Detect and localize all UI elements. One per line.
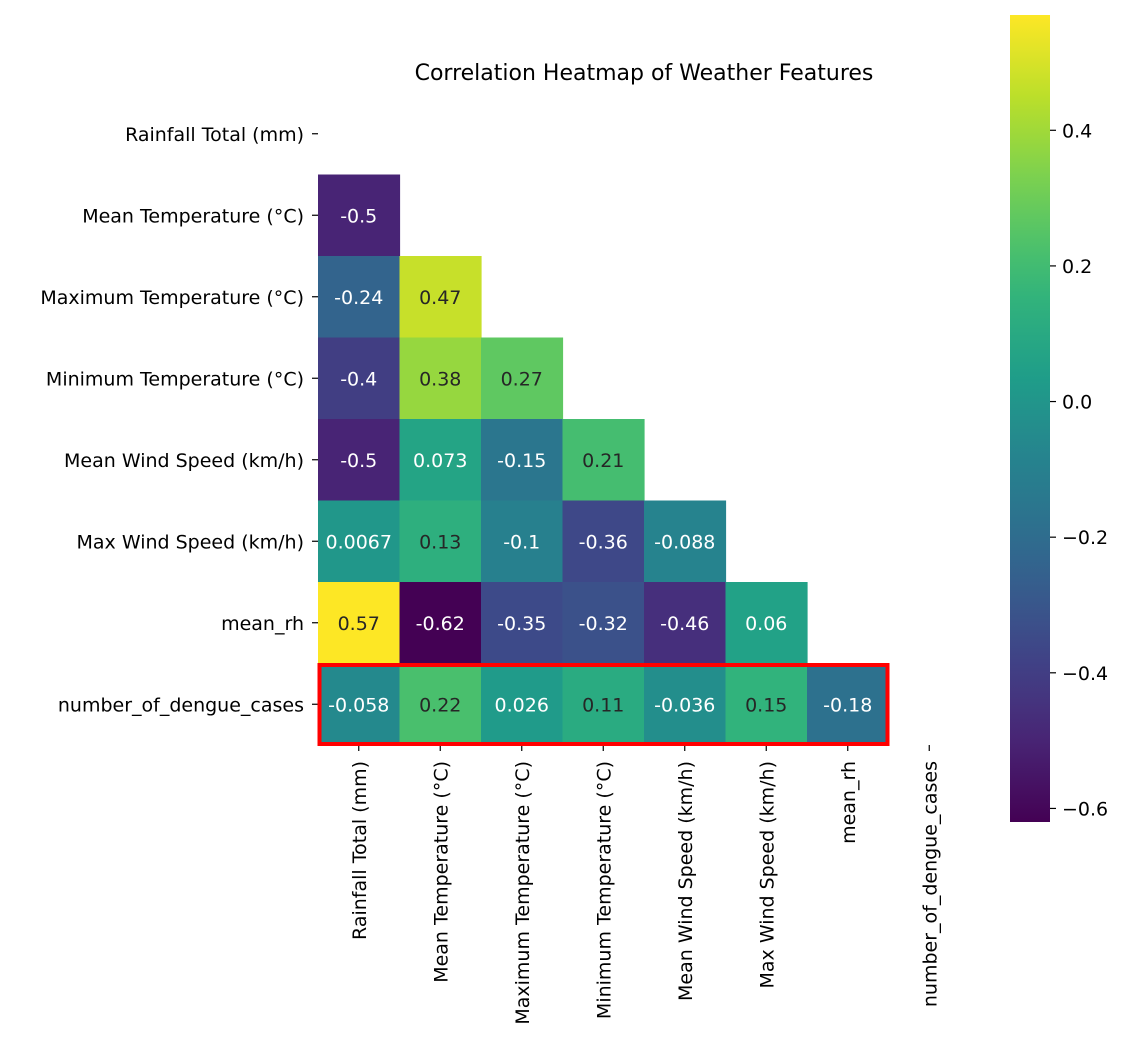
x-tick-label: Minimum Temperature (°C) [593,761,615,1019]
colorbar: 0.4 0.2 0.0 −0.2 −0.4 −0.6 [1010,15,1108,822]
cell-value-label: -0.5 [340,450,377,472]
cell-value-label: -0.058 [328,694,389,716]
cell-value-label: 0.073 [413,450,467,472]
cell-value-label: -0.35 [497,613,546,635]
heatmap-cell [399,663,482,746]
heatmap-cell [399,337,482,420]
heatmap-cell [644,500,727,583]
colorbar-tick-label: 0.2 [1062,256,1092,278]
heatmap-cell [318,663,401,746]
cell-value-label: -0.18 [823,694,872,716]
cell-value-label: 0.13 [419,531,461,553]
heatmap-cell [725,663,808,746]
cell-value-label: -0.62 [416,613,465,635]
heatmap-cell [644,582,727,665]
heatmap-cell [644,663,727,746]
x-tick-label: mean_rh [838,761,860,844]
highlight-box [317,663,890,746]
cell-value-label: 0.026 [495,694,549,716]
heatmap-cell [318,337,401,420]
cell-value-label: -0.4 [340,368,377,390]
heatmap-cell [399,419,482,502]
heatmap-cells: -0.5 -0.24 0.47 -0.4 0.38 0.27 -0.5 0.073 -0.15 0… [318,174,890,746]
heatmap-cell [481,663,564,746]
heatmap-cell [318,419,401,502]
cell-value-label: 0.47 [419,287,461,309]
cell-value-label: 0.06 [745,613,787,635]
heatmap-cell [318,500,401,583]
heatmap-cell [725,582,808,665]
cell-value-label: 0.15 [745,694,787,716]
heatmap-cell [807,663,890,746]
cell-value-label: -0.24 [334,287,383,309]
heatmap-cell [399,500,482,583]
x-tick-label: Rainfall Total (mm) [349,761,371,940]
y-axis: Rainfall Total (mm) Mean Temperature (°C)… [40,124,318,716]
y-tick-label: Mean Wind Speed (km/h) [64,450,304,472]
y-tick-label: mean_rh [221,613,304,635]
cell-value-label: 0.11 [582,694,624,716]
colorbar-tick-label: −0.6 [1062,798,1108,820]
colorbar-tick-label: −0.2 [1062,527,1108,549]
x-tick-label: Mean Wind Speed (km/h) [675,761,697,1001]
y-tick-label: Minimum Temperature (°C) [46,368,304,390]
y-tick-label: Rainfall Total (mm) [125,124,304,146]
heatmap-cell [562,582,645,665]
x-tick-label: Mean Temperature (°C) [430,761,452,983]
cell-value-label: -0.1 [503,531,540,553]
heatmap-cell [481,337,564,420]
cell-value-label: 0.0067 [326,531,392,553]
x-tick-label: Max Wind Speed (km/h) [756,761,778,989]
chart-title: Correlation Heatmap of Weather Features [415,61,874,86]
cell-value-label: 0.21 [582,450,624,472]
heatmap-cell [562,500,645,583]
heatmap-cell [481,582,564,665]
y-tick-label: number_of_dengue_cases [58,694,304,716]
colorbar-gradient [1010,15,1050,822]
cell-value-label: 0.22 [419,694,461,716]
heatmap-cell [318,256,401,339]
heatmap-cell [481,419,564,502]
heatmap-cell [318,174,401,257]
cell-value-label: 0.27 [501,368,543,390]
heatmap-cell [481,500,564,583]
cell-value-label: 0.57 [338,613,380,635]
cell-value-label: -0.036 [654,694,715,716]
cell-value-label: -0.088 [654,531,715,553]
x-tick-label: Maximum Temperature (°C) [512,761,534,1025]
heatmap-cell [399,582,482,665]
y-tick-label: Maximum Temperature (°C) [40,287,304,309]
cell-value-label: -0.15 [497,450,546,472]
cell-value-label: 0.38 [419,368,461,390]
x-tick-label: number_of_dengue_cases [919,761,941,1007]
cell-value-label: -0.5 [340,205,377,227]
heatmap-cell [562,663,645,746]
y-tick-label: Mean Temperature (°C) [82,205,304,227]
cell-value-label: -0.46 [660,613,709,635]
colorbar-tick-label: −0.4 [1062,663,1108,685]
heatmap-cell [318,582,401,665]
heatmap-cell [399,256,482,339]
x-axis: Rainfall Total (mm) Mean Temperature (°C)… [349,745,941,1025]
y-tick-label: Max Wind Speed (km/h) [77,531,305,553]
cell-value-label: -0.32 [579,613,628,635]
heatmap-cell [562,419,645,502]
highlight-layer [317,663,890,746]
colorbar-tick-label: 0.4 [1062,120,1092,142]
cell-value-label: -0.36 [579,531,628,553]
colorbar-tick-label: 0.0 [1062,392,1092,414]
